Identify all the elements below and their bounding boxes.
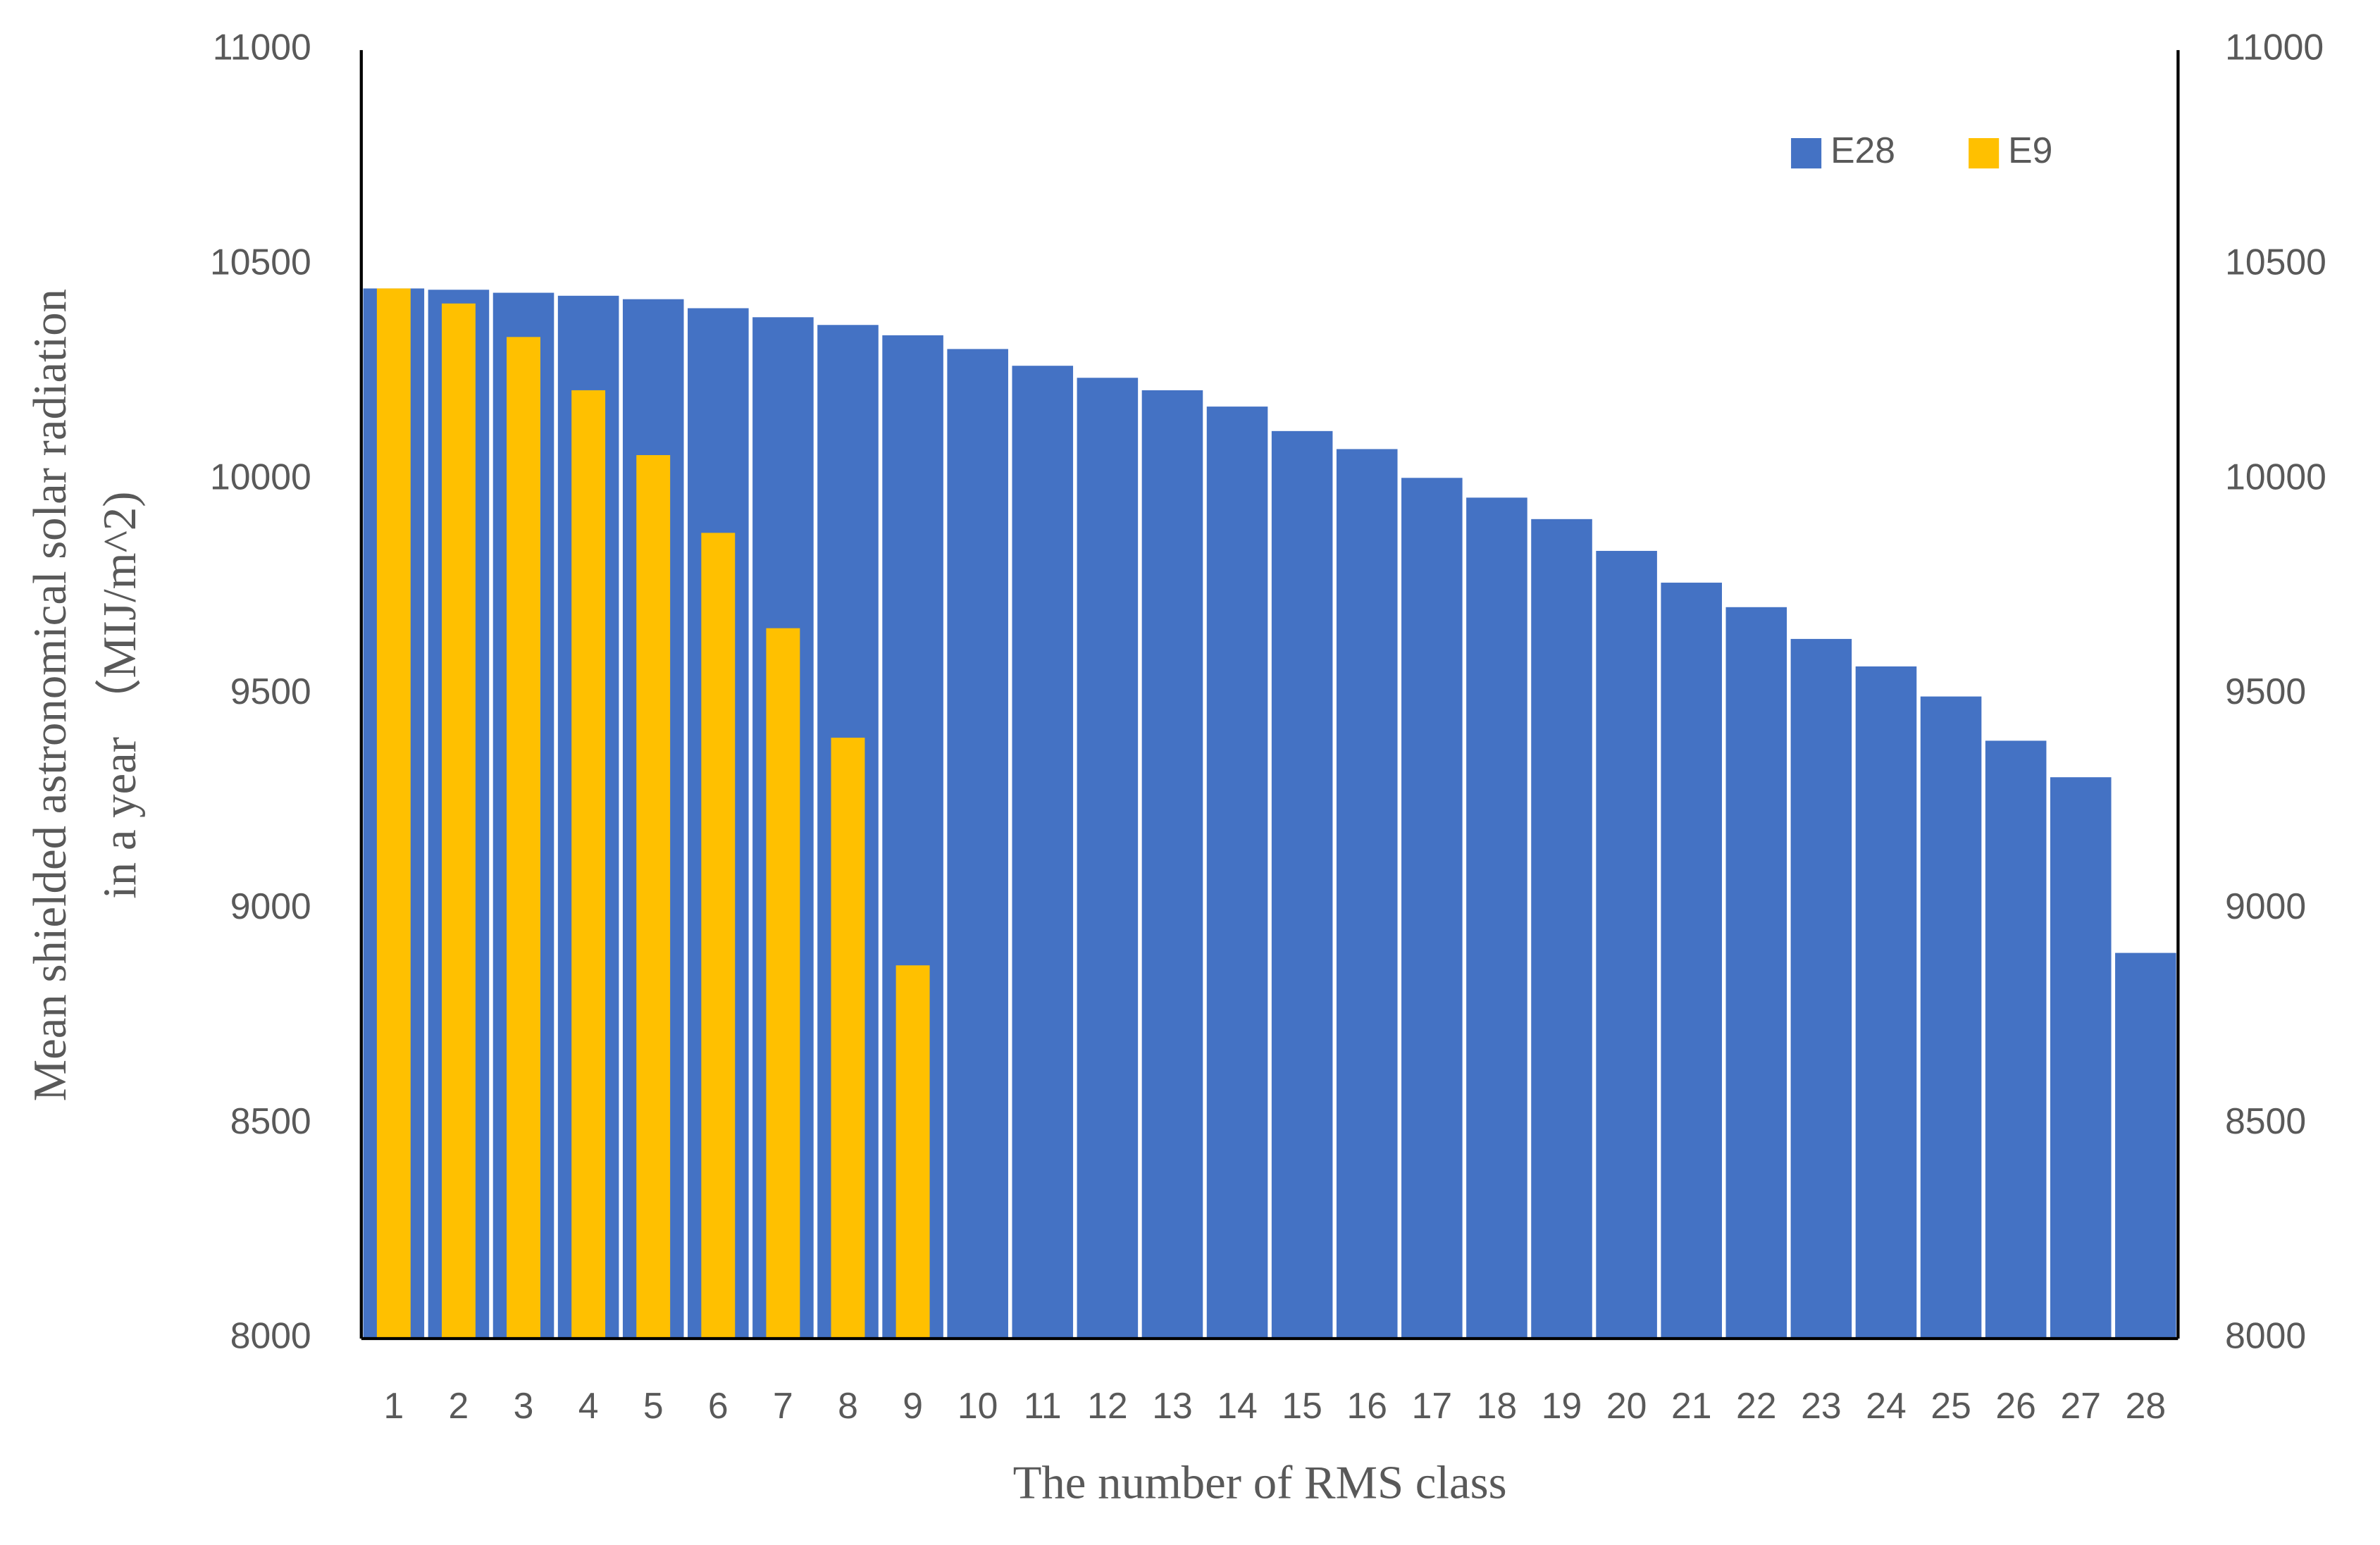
bar [2115,953,2176,1339]
x-tick-label: 2 [449,1385,469,1426]
x-tick-label: 14 [1217,1385,1258,1426]
bar [1206,407,1268,1339]
bar [1920,696,1982,1339]
x-tick-label: 13 [1152,1385,1193,1426]
y2-tick-label: 8000 [2225,1315,2306,1356]
bar [1271,430,1333,1339]
bar [947,349,1008,1339]
x-tick-label: 6 [708,1385,729,1426]
legend-swatch [1791,138,1822,169]
y-axis-title: Mean shielded astronomical solar radiati… [24,289,76,1101]
y-tick-label: 9000 [230,886,311,926]
bar [1012,366,1074,1339]
legend-label: E28 [1830,130,1895,170]
x-tick-label: 4 [578,1385,599,1426]
bar [2050,777,2112,1339]
x-tick-label: 19 [1542,1385,1582,1426]
y2-tick-label: 8500 [2225,1100,2306,1141]
legend-label: E9 [2008,130,2052,170]
bar [1336,449,1398,1339]
y-tick-label: 10000 [210,456,311,497]
bar [1466,497,1527,1339]
bar [1985,740,2047,1339]
x-tick-label: 24 [1866,1385,1907,1426]
bar [636,454,671,1339]
x-tick-label: 16 [1346,1385,1387,1426]
x-tick-label: 12 [1087,1385,1128,1426]
x-tick-label: 22 [1736,1385,1777,1426]
bar [1077,378,1139,1339]
y-tick-label: 11000 [213,27,311,68]
bar [1855,666,1917,1339]
y2-tick-label: 10500 [2225,242,2326,283]
bar [895,965,930,1339]
y-tick-label: 10500 [210,242,311,283]
x-tick-label: 7 [773,1385,793,1426]
y-tick-label: 8500 [230,1100,311,1141]
x-tick-label: 11 [1024,1385,1062,1426]
x-tick-label: 8 [838,1385,858,1426]
bar [1141,390,1203,1339]
bar [441,303,476,1339]
bar [1725,607,1787,1339]
bar [571,390,606,1339]
x-tick-label: 25 [1930,1385,1971,1426]
y2-tick-label: 10000 [2225,456,2326,497]
x-tick-label: 20 [1606,1385,1647,1426]
x-tick-label: 27 [2061,1385,2102,1426]
y2-tick-label: 9000 [2225,886,2306,926]
x-tick-label: 26 [1995,1385,2036,1426]
x-tick-label: 1 [383,1385,404,1426]
y-tick-label: 8000 [230,1315,311,1356]
bar [1401,478,1463,1339]
x-tick-label: 28 [2126,1385,2167,1426]
bar [766,628,800,1339]
bar [1661,583,1722,1339]
x-tick-label: 21 [1671,1385,1712,1426]
x-tick-label: 10 [957,1385,998,1426]
bar [507,337,540,1339]
bar [831,738,865,1339]
y2-tick-label: 9500 [2225,671,2306,712]
y2-tick-label: 11000 [2225,27,2324,68]
bar [701,533,736,1339]
x-axis-title: The number of RMS class [1013,1456,1507,1508]
bar [1790,638,1852,1339]
x-tick-label: 18 [1477,1385,1518,1426]
bar [1596,550,1657,1339]
y-axis-title: in a year （MIJ/m^2) [94,491,146,898]
bar [1531,519,1592,1339]
y-tick-label: 9500 [230,671,311,712]
x-tick-label: 17 [1412,1385,1453,1426]
bar [376,288,411,1339]
x-tick-label: 15 [1282,1385,1322,1426]
x-tick-label: 3 [514,1385,534,1426]
x-tick-label: 5 [643,1385,664,1426]
legend-swatch [1969,138,2000,169]
x-tick-label: 9 [903,1385,923,1426]
x-tick-label: 23 [1801,1385,1842,1426]
